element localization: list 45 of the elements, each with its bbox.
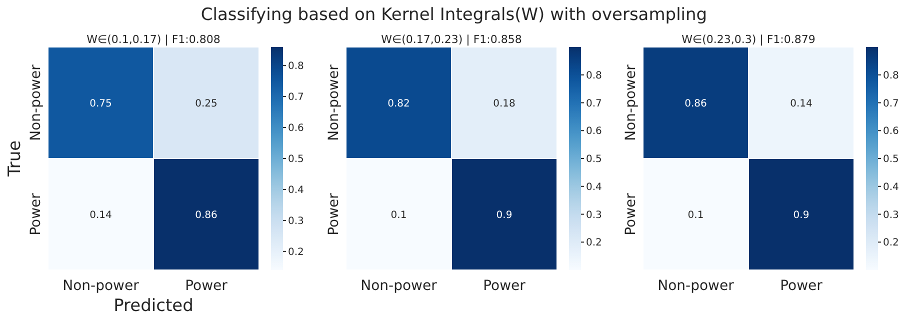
color-bar-label: 0.4 (586, 182, 602, 193)
color-bar-label: 0.8 (883, 70, 899, 82)
color-bar-label: 0.5 (586, 154, 602, 165)
x-tick-label: Power (780, 278, 823, 294)
color-bar-label: 0.3 (586, 210, 602, 221)
data-label: 0.14 (790, 98, 812, 110)
x-tick-label: Non-power (658, 278, 734, 294)
data-label: 0.82 (388, 98, 410, 110)
color-bar-label: 0.7 (883, 98, 899, 110)
chart-subtitle: W∈(0.1,0.17) | F1:0.808 (86, 33, 220, 46)
data-label: 0.75 (90, 98, 112, 110)
color-bar-label: 0.2 (586, 238, 602, 249)
data-label: 0.86 (195, 210, 218, 221)
color-bar-label: 0.3 (883, 210, 899, 221)
color-bar-label: 0.4 (288, 184, 304, 196)
text: Classifying based on Kernel Integrals(W) with oversampling (200, 5, 708, 25)
color-bar-label: 0.6 (288, 123, 304, 134)
color-bar-label: 0.7 (586, 98, 602, 110)
color-bar-label: 0.5 (883, 154, 899, 165)
y-axis-title: True (5, 140, 25, 178)
data-label: 0.25 (195, 98, 218, 110)
color-bar-label: 0.7 (288, 92, 304, 104)
x-tick-label: Non-power (360, 278, 438, 294)
color-bar-label: 0.4 (883, 182, 899, 193)
color-bar-label: 0.8 (288, 61, 304, 72)
x-axis-title: Predicted (114, 296, 194, 316)
color-bar-label: 0.8 (586, 70, 602, 82)
data-label: 0.18 (493, 98, 516, 110)
data-label: 0.1 (688, 210, 704, 221)
chart-subtitle: W∈(0.23,0.3) | F1:0.879 (682, 33, 816, 46)
color-bar-label: 0.2 (288, 246, 304, 258)
color-bar-label: 0.3 (288, 216, 304, 227)
x-tick-label: Non-power (62, 278, 140, 294)
data-label: 0.86 (684, 98, 707, 110)
x-tick-label: Power (483, 278, 526, 294)
color-bar-label: 0.6 (883, 126, 899, 138)
data-label: 0.9 (496, 210, 512, 221)
color-bar-label: 0.5 (288, 154, 304, 165)
data-label: 0.9 (793, 210, 810, 221)
data-label: 0.1 (390, 210, 407, 221)
color-bar-label: 0.6 (586, 126, 602, 138)
color-bar-label: 0.2 (883, 238, 899, 249)
x-tick-label: Power (185, 278, 228, 294)
data-label: 0.14 (90, 210, 112, 221)
chart-subtitle: W∈(0.17,0.23) | F1:0.858 (381, 33, 522, 46)
